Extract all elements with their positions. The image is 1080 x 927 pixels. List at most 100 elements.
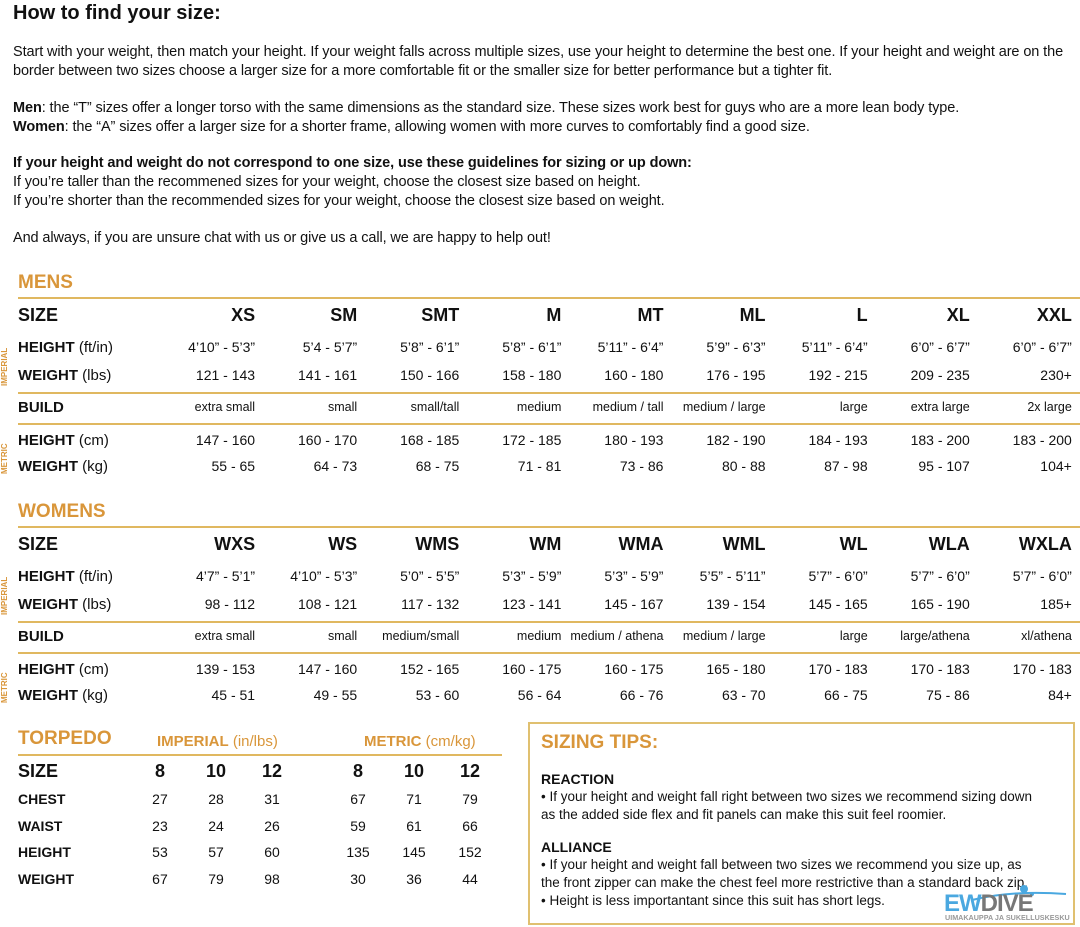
table-cell: 53 - 60 [415,687,460,703]
womens-row-height: HEIGHT (cm) 139 - 153 147 - 160 152 - 165 16… [18,657,1072,681]
row-unit: (ft/in) [74,338,114,356]
torpedo-metric-header: METRIC (cm/kg) [364,733,476,750]
men-label: Men [13,100,42,116]
womens-row-height: HEIGHT (ft/in) 4’7” - 5’1” 4’10” - 5’3” 5’0… [18,564,1072,588]
row-label-text: HEIGHT [18,431,75,449]
table-cell: 26 [264,818,280,834]
table-cell: 139 - 153 [195,661,256,677]
row-label-text: WEIGHT [18,686,78,704]
table-cell: 121 - 143 [195,367,256,383]
table-cell: 45 - 51 [211,687,256,703]
table-cell: extra small [194,629,256,643]
table-cell: WS [328,533,358,554]
table-cell: 23 [152,818,168,834]
mens-row-build: BUILD extra small small small/tall medium med… [18,395,1072,419]
row-label-text: BUILD [18,398,64,416]
alliance-title: ALLIANCE [541,839,612,855]
table-cell: 67 [152,871,168,887]
row-label-text: BUILD [18,627,64,645]
table-cell: 158 - 180 [502,367,562,383]
table-cell: 67 [350,791,366,807]
mens-row-height: HEIGHT (ft/in) 4’10” - 5’3” 5’4 - 5’7” 5’8”… [18,335,1072,359]
table-cell: small [328,400,358,414]
divider [18,297,1080,299]
table-cell: 230+ [1040,367,1072,383]
table-cell: 5’9” - 6’3” [706,339,766,355]
table-cell: 145 [402,844,426,860]
divider [18,652,1080,654]
divider [18,392,1080,394]
table-cell: 44 [462,871,478,887]
table-cell: 192 - 215 [808,367,868,383]
row-unit: (lbs) [78,595,112,613]
table-cell: medium/small [382,629,460,643]
divider [18,526,1080,528]
table-cell: 56 - 64 [517,687,562,703]
table-cell: WMS [415,533,460,554]
table-cell: 5’7” - 6’0” [1012,568,1072,584]
table-cell: 123 - 141 [502,596,562,612]
table-cell: 66 - 75 [824,687,868,703]
row-label: SIZE [18,534,153,555]
table-cell: 5’3” - 5’9” [604,568,664,584]
women-label: Women [13,119,65,135]
table-cell: medium / athena [570,629,664,643]
table-cell: 168 - 185 [400,432,460,448]
table-cell: 117 - 132 [401,596,460,612]
row-label: BUILD [18,399,153,416]
table-cell: 6’0” - 6’7” [910,339,970,355]
table-cell: 8 [353,760,364,781]
table-cell: 147 - 160 [195,432,256,448]
table-cell: XS [231,304,256,325]
row-unit: (kg) [78,457,108,475]
intro-text: Start with your weight, then match your … [13,44,1064,79]
table-cell: 135 [346,844,370,860]
divider [18,621,1080,623]
table-cell: 185+ [1040,596,1072,612]
table-cell: large [839,629,868,643]
row-label: CHEST [18,791,66,807]
table-cell: 145 - 167 [604,596,664,612]
mens-row-weight: WEIGHT (lbs) 121 - 143 141 - 161 150 - 166 1… [18,363,1072,387]
tips-title: SIZING TIPS: [541,732,659,753]
womens-row-build: BUILD extra small small medium/small medium m… [18,624,1072,648]
imperial-unit: (in/lbs) [228,733,278,750]
metric-unit: (cm/kg) [421,733,476,750]
table-cell: 73 - 86 [619,458,664,474]
guidelines-title: If your height and weight do not corresp… [13,155,692,171]
table-cell: medium [516,629,562,643]
table-cell: 12 [261,760,282,781]
table-cell: 5’8” - 6’1” [502,339,562,355]
row-label-text: SIZE [18,304,59,325]
table-cell: 5’8” - 6’1” [400,339,460,355]
row-unit: (ft/in) [74,567,114,585]
table-cell: small [328,629,358,643]
row-label-text: SIZE [18,533,59,554]
table-cell: 2x large [1027,400,1072,414]
table-cell: 27 [152,791,168,807]
row-label: SIZE [18,305,153,326]
table-cell: 139 - 154 [706,596,766,612]
row-label-text: HEIGHT [18,338,75,356]
imperial-label: IMPERIAL [157,733,229,750]
table-cell: XL [946,304,970,325]
table-cell: 170 - 183 [910,661,970,677]
torpedo-row-chest: CHEST 27 28 31 67 71 79 [18,787,498,811]
row-unit: (cm) [74,660,109,678]
men-note: Men: the “T” sizes offer a longer torso … [13,99,1075,118]
table-cell: 53 [152,844,168,860]
table-cell: 24 [208,818,224,834]
table-cell: 180 - 193 [604,432,664,448]
table-cell: 182 - 190 [706,432,766,448]
row-label-text: WEIGHT [18,595,78,613]
table-cell: 60 [264,844,280,860]
mens-row-size: SIZE XS SM SMT M MT ML L XL XXL [18,303,1072,327]
guideline-shorter: If you’re shorter than the recommended s… [13,193,665,209]
table-cell: xl/athena [1021,629,1072,643]
row-label: HEIGHT (cm) [18,432,153,449]
table-cell: 71 - 81 [517,458,562,474]
table-cell: 61 [406,818,422,834]
table-cell: 176 - 195 [706,367,766,383]
table-cell: 12 [460,760,481,781]
divider [18,423,1080,425]
